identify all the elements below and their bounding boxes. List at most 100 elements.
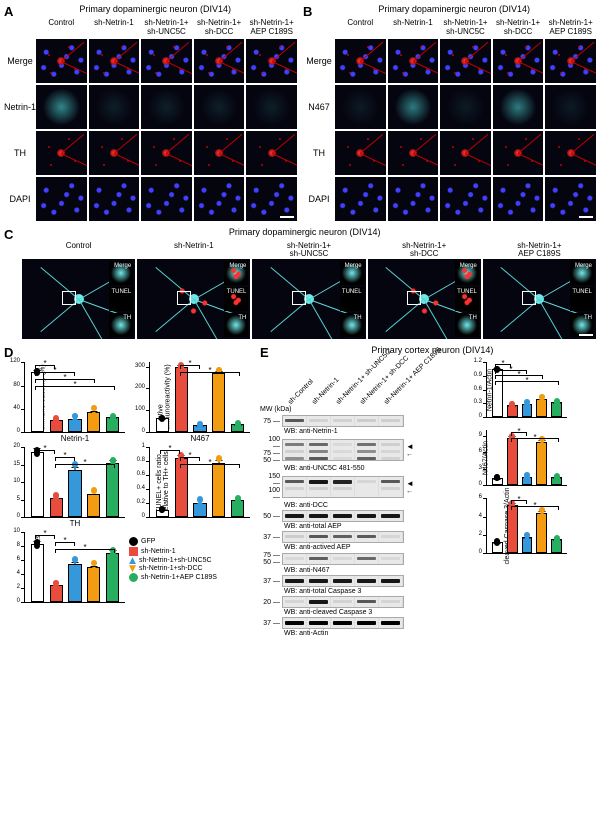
micrograph xyxy=(388,131,439,175)
panel-c-title: Primary dopaminergic neuron (DIV14) xyxy=(13,227,596,242)
bar xyxy=(492,369,503,417)
inset-micrograph: TUNEL xyxy=(570,287,594,311)
blot-row: 75 —50 — xyxy=(260,552,460,566)
chart-netrin1: 04080120Relativeimmunoreactivity (%)Netr… xyxy=(4,360,129,445)
panel-e: E Primary cortex neuron (DIV14) sh-Contr… xyxy=(260,345,596,637)
blot-row: 37 — xyxy=(260,575,460,587)
micrograph xyxy=(246,177,297,221)
micrograph xyxy=(335,39,386,83)
bar xyxy=(106,463,119,518)
micrograph xyxy=(545,177,596,221)
row-label: Merge xyxy=(4,39,36,83)
micrograph xyxy=(335,85,386,129)
row-label: DAPI xyxy=(4,177,36,221)
bar xyxy=(87,567,100,603)
inset-micrograph: TUNEL xyxy=(455,287,479,311)
chart-branches: 0246810Number of branches*** xyxy=(4,530,129,615)
legend-item: sh-Netrin-1+sh-DCC xyxy=(129,565,217,572)
micrograph xyxy=(194,177,245,221)
panel-c-label: C xyxy=(4,227,13,242)
micrograph xyxy=(493,39,544,83)
bar xyxy=(50,498,63,518)
bar xyxy=(522,404,533,417)
bar xyxy=(551,477,562,485)
bar xyxy=(231,500,244,517)
legend-item: sh-Netrin-1 xyxy=(129,547,217,556)
micrograph xyxy=(36,131,87,175)
blot-label: WB: anti-actived AEP xyxy=(284,544,460,551)
row-label: TH xyxy=(4,131,36,175)
micrograph xyxy=(246,39,297,83)
inset-micrograph: TH xyxy=(224,313,248,337)
panel-b-label: B xyxy=(303,4,312,19)
micrograph xyxy=(545,85,596,129)
blot-label: WB: anti-cleaved Caspase 3 xyxy=(284,609,460,616)
column-header: sh-Netrin-1+AEP C189S xyxy=(246,19,297,37)
bar xyxy=(31,544,44,602)
bar xyxy=(106,417,119,432)
legend-item: sh-Netrin-1+AEP C189S xyxy=(129,573,217,582)
column-header: sh-Netrin-1+sh-DCC xyxy=(194,19,245,37)
inset-micrograph: TUNEL xyxy=(224,287,248,311)
micrograph xyxy=(89,85,140,129)
bar xyxy=(536,399,547,417)
inset-micrograph: TUNEL xyxy=(109,287,133,311)
bar xyxy=(87,494,100,517)
legend: GFPsh-Netrin-1sh-Netrin-1+sh-UNC5Csh-Net… xyxy=(129,530,217,615)
bar xyxy=(68,470,81,518)
blot-label: WB: anti-Netrin-1 xyxy=(284,428,460,435)
micrograph xyxy=(246,131,297,175)
row-label: Merge xyxy=(303,39,335,83)
bar xyxy=(68,419,81,433)
chart-tunel: 00.20.40.60.81TUNEL+ cells ratiorelative… xyxy=(129,445,254,530)
bar xyxy=(193,425,206,432)
bar xyxy=(507,438,518,485)
column-header: sh-Netrin-1+sh-DCC xyxy=(493,19,544,37)
column-header: sh-Netrin-1+sh-UNC5C xyxy=(141,19,192,37)
column-header: sh-Netrin-1+AEP C189S xyxy=(545,19,596,37)
legend-item: sh-Netrin-1+sh-UNC5C xyxy=(129,557,217,564)
bar xyxy=(175,367,188,432)
inset-micrograph: TUNEL xyxy=(340,287,364,311)
panel-b-title: Primary dopaminergic neuron (DIV14) xyxy=(312,4,596,19)
bar xyxy=(50,420,63,433)
lane-header: sh-Control xyxy=(287,378,315,406)
bar xyxy=(536,513,547,554)
micrograph xyxy=(36,39,87,83)
blot-label: WB: anti-UNC5C 481-550 xyxy=(284,465,460,472)
blot-label: WB: anti-DCC xyxy=(284,502,460,509)
micrograph xyxy=(335,131,386,175)
row-label: Netrin-1 xyxy=(4,85,36,129)
panel-e-label: E xyxy=(260,345,269,360)
bar xyxy=(50,585,63,602)
western-blots: sh-Controlsh-Netrin-1sh-Netrin-1+ sh-UNC… xyxy=(260,360,460,637)
bar xyxy=(522,477,533,486)
column-header: sh-Netrin-1 xyxy=(89,19,140,37)
micrograph xyxy=(89,177,140,221)
micrograph xyxy=(388,39,439,83)
bar xyxy=(106,553,119,603)
micrograph xyxy=(89,131,140,175)
bar xyxy=(87,412,100,433)
bar xyxy=(175,458,188,517)
row-label: TH xyxy=(303,131,335,175)
micrograph xyxy=(36,177,87,221)
micrograph xyxy=(440,39,491,83)
column-header: sh-Netrin-1+AEP C189S xyxy=(483,242,596,260)
panel-a-title: Primary dopaminergic neuron (DIV14) xyxy=(13,4,297,19)
panel-c: C Primary dopaminergic neuron (DIV14) Co… xyxy=(0,221,600,340)
micrograph xyxy=(194,131,245,175)
inset-micrograph: Merge xyxy=(570,261,594,285)
blot-row: 20 — xyxy=(260,596,460,608)
blot-label: WB: anti-Actin xyxy=(284,630,460,637)
blot-row: 100 —75 —50 —◄← xyxy=(260,436,460,464)
micrograph xyxy=(141,131,192,175)
bar xyxy=(492,478,503,486)
column-header: sh-Netrin-1+sh-DCC xyxy=(368,242,481,260)
bar xyxy=(31,372,44,432)
bar xyxy=(507,405,518,417)
bar xyxy=(156,418,169,432)
row-label: N467 xyxy=(303,85,335,129)
micrograph xyxy=(194,85,245,129)
micrograph-tunel: MergeTUNELTH xyxy=(137,259,250,339)
